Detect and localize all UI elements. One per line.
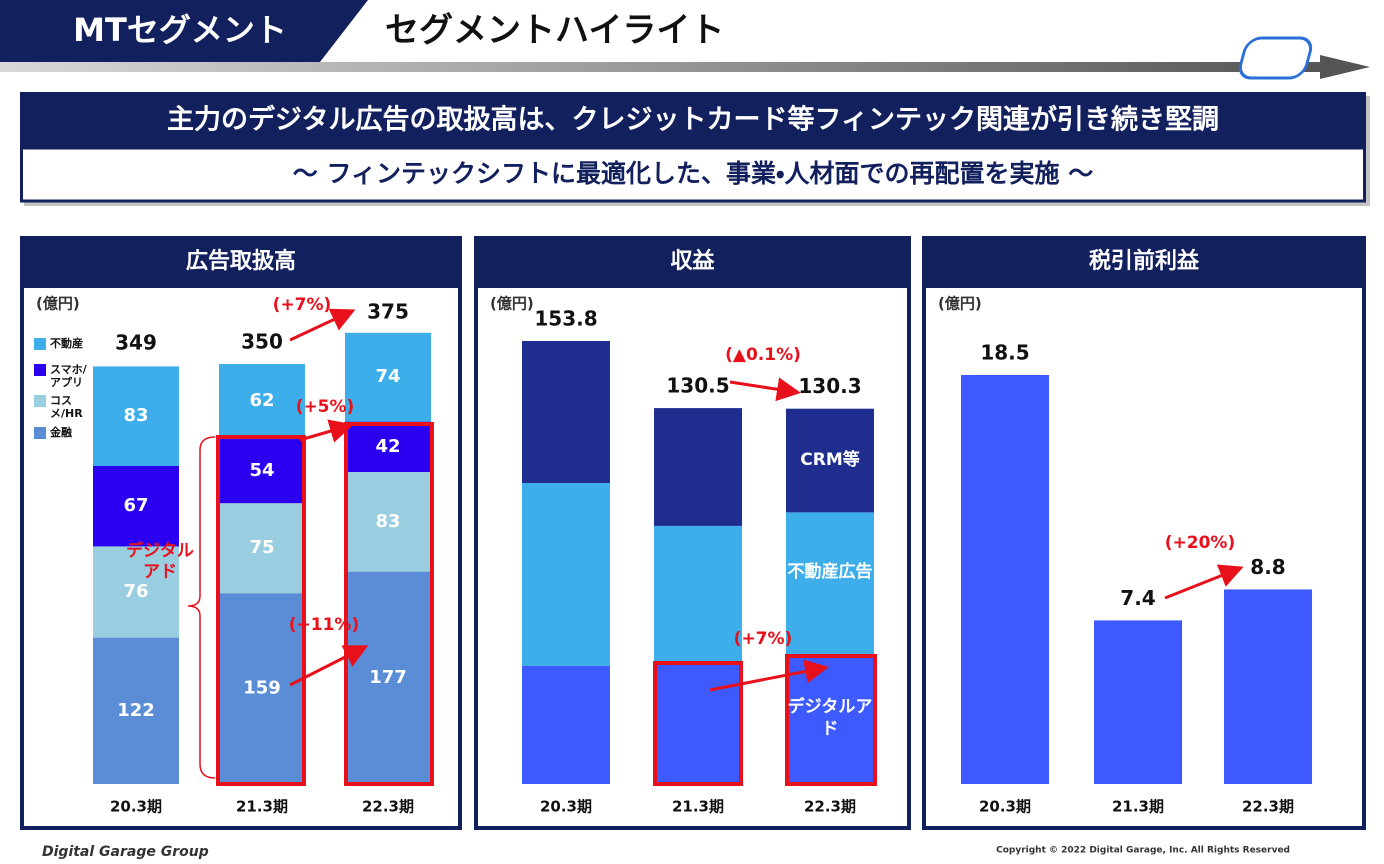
unit-label: (億円) bbox=[36, 295, 80, 313]
banner-top bbox=[20, 92, 1366, 148]
bar-segment bbox=[219, 503, 305, 594]
unit-label: (億円) bbox=[490, 295, 534, 313]
total-label: 130.3 bbox=[798, 374, 861, 398]
legend-label: 金融 bbox=[50, 426, 72, 439]
segment-label: 75 bbox=[249, 537, 274, 558]
value-label: 8.8 bbox=[1250, 555, 1285, 579]
bar-segment bbox=[345, 472, 431, 572]
total-label: 130.5 bbox=[666, 374, 729, 398]
page-title: セグメントハイライト bbox=[385, 11, 724, 51]
section-title: MTセグメント bbox=[73, 11, 287, 49]
legend-swatch bbox=[34, 427, 46, 439]
x-tick-label: 20.3期 bbox=[540, 798, 592, 816]
bar-segment bbox=[219, 593, 305, 784]
unit-label: (億円) bbox=[938, 295, 982, 313]
legend-label: 不動産 bbox=[50, 337, 83, 350]
segment-label: 62 bbox=[249, 390, 274, 411]
panel-title: 広告取扱高 bbox=[186, 248, 296, 274]
bar-segment bbox=[522, 341, 610, 484]
annotation: (+7%) bbox=[272, 295, 332, 315]
bar-segment bbox=[786, 408, 874, 513]
bar-segment bbox=[345, 421, 431, 472]
legend-label: コスメ/HR bbox=[50, 394, 83, 421]
footer-logo: Digital Garage Group bbox=[42, 844, 209, 860]
bar-segment bbox=[654, 661, 742, 784]
annotation: (▲0.1%) bbox=[725, 345, 801, 365]
segment-label: 67 bbox=[123, 495, 148, 516]
segment-label: 159 bbox=[243, 678, 281, 699]
bar-segment bbox=[219, 438, 305, 504]
annotation: (+5%) bbox=[295, 397, 355, 417]
header-rule bbox=[0, 62, 1328, 72]
segment-label: 76 bbox=[123, 581, 148, 602]
value-label: 7.4 bbox=[1120, 586, 1155, 610]
logo bbox=[1238, 36, 1313, 80]
legend-label: スマホ/アプリ bbox=[50, 363, 87, 390]
legend-swatch bbox=[34, 338, 46, 350]
headline: 主力のデジタル広告の取扱高は、クレジットカード等フィンテック関連が引き続き堅調 bbox=[167, 104, 1219, 136]
bar-segment bbox=[93, 466, 179, 547]
x-tick-label: 22.3期 bbox=[804, 798, 856, 816]
panel-title: 税引前利益 bbox=[1089, 248, 1200, 274]
bar-segment bbox=[786, 654, 874, 784]
x-tick-label: 21.3期 bbox=[1112, 798, 1164, 816]
annotation: (+11%) bbox=[288, 615, 360, 635]
bar-segment bbox=[93, 637, 179, 784]
bar-segment bbox=[786, 512, 874, 655]
bar bbox=[1224, 589, 1312, 784]
segment-label: 74 bbox=[375, 366, 400, 387]
segment-name: 不動産広告 bbox=[787, 561, 873, 582]
segment-label: 122 bbox=[117, 700, 155, 721]
bar-segment bbox=[654, 525, 742, 662]
x-tick-label: 20.3期 bbox=[979, 798, 1031, 816]
segment-label: 83 bbox=[375, 511, 400, 532]
bar-segment bbox=[654, 408, 742, 526]
total-label: 153.8 bbox=[534, 307, 597, 331]
bar-segment bbox=[345, 332, 431, 422]
bar bbox=[961, 375, 1049, 784]
copyright: Copyright © 2022 Digital Garage, Inc. Al… bbox=[996, 846, 1290, 856]
arrows bbox=[289, 308, 1244, 692]
value-label: 18.5 bbox=[980, 341, 1029, 365]
highlights bbox=[187, 422, 877, 786]
segment-name: デジタルアド bbox=[787, 697, 873, 739]
total-label: 350 bbox=[241, 330, 283, 354]
segment-label: 54 bbox=[249, 460, 274, 481]
bar-segment bbox=[93, 546, 179, 638]
segment-label: 177 bbox=[369, 667, 407, 688]
x-tick-label: 20.3期 bbox=[110, 798, 162, 816]
panel-title: 収益 bbox=[670, 248, 715, 274]
annotation: (+20%) bbox=[1164, 533, 1236, 553]
bar-segment bbox=[522, 665, 610, 784]
legend-swatch bbox=[34, 395, 46, 407]
annotation: デジタルアド bbox=[126, 541, 194, 583]
bar bbox=[1094, 620, 1182, 784]
segment-label: 83 bbox=[123, 405, 148, 426]
section-tab bbox=[0, 0, 368, 62]
total-label: 349 bbox=[115, 331, 157, 355]
banner-bottom bbox=[20, 146, 1366, 203]
header-arrow bbox=[1320, 55, 1370, 79]
x-tick-label: 21.3期 bbox=[236, 798, 288, 816]
x-tick-label: 21.3期 bbox=[672, 798, 724, 816]
bar-segment bbox=[219, 364, 305, 439]
subline: ～ フィンテックシフトに最適化した、事業・人材面での再配置を実施 ～ bbox=[293, 159, 1093, 188]
legend-swatch bbox=[34, 364, 46, 376]
bar-segment bbox=[345, 571, 431, 784]
bar-segment bbox=[522, 483, 610, 666]
segment-label: 42 bbox=[375, 436, 400, 457]
x-tick-label: 22.3期 bbox=[1242, 798, 1294, 816]
annotation: (+7%) bbox=[733, 629, 793, 649]
segment-name: CRM等 bbox=[800, 449, 860, 470]
bar-segment bbox=[93, 366, 179, 466]
total-label: 375 bbox=[367, 300, 409, 324]
x-tick-label: 22.3期 bbox=[362, 798, 414, 816]
